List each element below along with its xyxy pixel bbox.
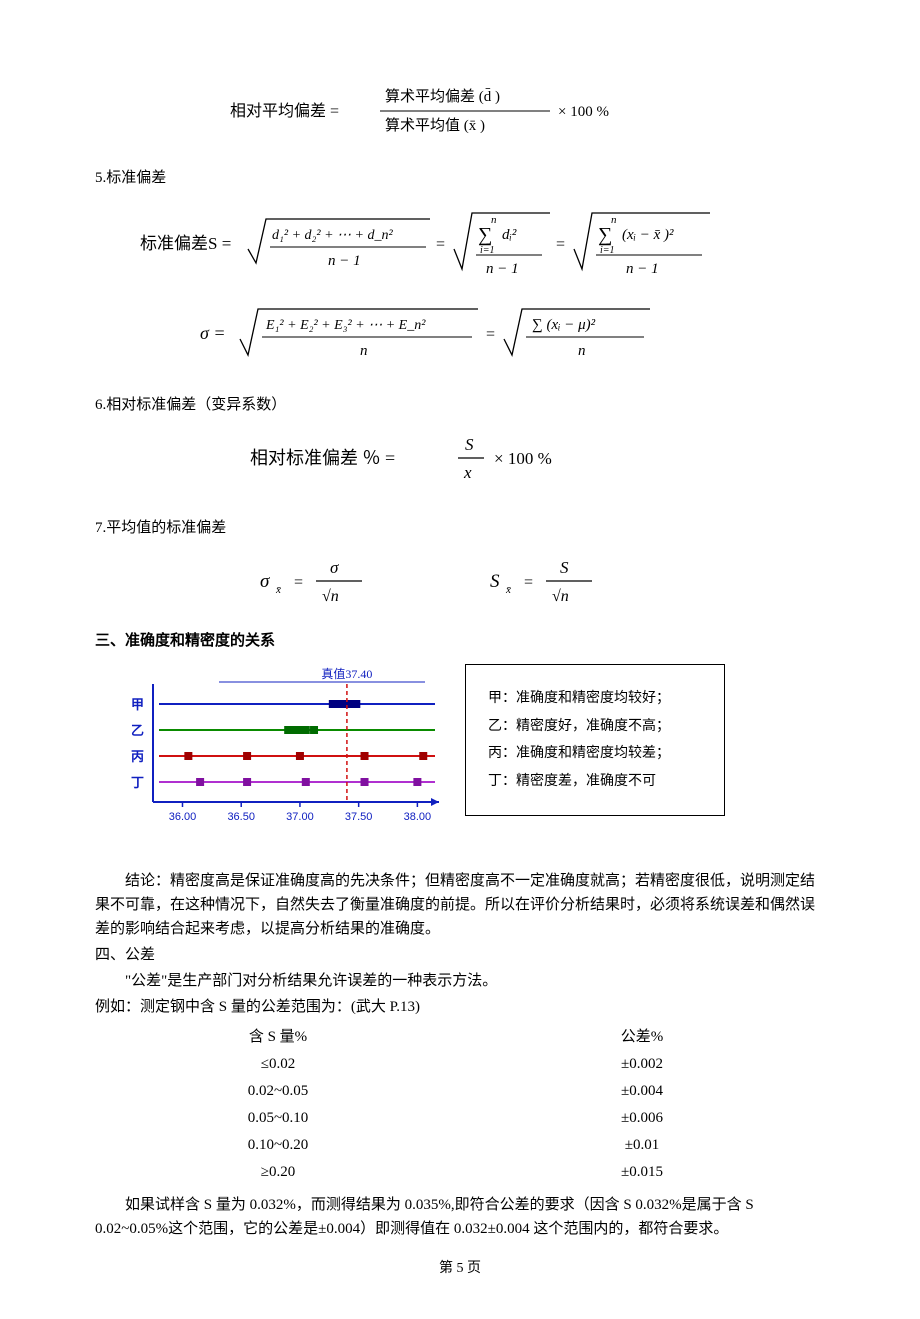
- svg-text:n − 1: n − 1: [626, 261, 659, 277]
- svg-text:=: =: [556, 236, 565, 253]
- svg-text:× 100 %: × 100 %: [494, 449, 552, 468]
- table-row: ≥0.20±0.015: [97, 1160, 823, 1185]
- table-header-c2: 公差%: [461, 1025, 823, 1050]
- svg-text:相对平均偏差 =: 相对平均偏差 =: [230, 102, 339, 120]
- tolerance-intro: "公差"是生产部门对分析结果允许误差的一种表示方法。: [95, 969, 825, 993]
- svg-text:n − 1: n − 1: [486, 261, 519, 277]
- table-cell: 0.05~0.10: [97, 1106, 459, 1131]
- svg-text:=: =: [294, 574, 303, 591]
- table-row: 0.10~0.20±0.01: [97, 1133, 823, 1158]
- table-cell: ≤0.02: [97, 1052, 459, 1077]
- table-cell: ±0.006: [461, 1106, 823, 1131]
- svg-text:标准偏差S =: 标准偏差S =: [140, 234, 231, 253]
- svg-text:甲: 甲: [131, 697, 144, 712]
- svg-text:S: S: [490, 571, 500, 592]
- svg-text:丁: 丁: [131, 775, 144, 790]
- svg-text:x̄: x̄: [505, 584, 511, 596]
- table-cell: ≥0.20: [97, 1160, 459, 1185]
- legend-b: 乙：精密度好，准确度不高；: [488, 717, 702, 737]
- svg-text:36.00: 36.00: [169, 811, 197, 823]
- accuracy-precision-figure: 真值37.40 甲乙丙丁 36.00 36.50 37.00 37.50 38.00 甲：准…: [125, 664, 825, 851]
- section-5-heading: 5.标准偏差: [95, 168, 825, 189]
- tolerance-example: 例如：测定钢中含 S 量的公差范围为：(武大 P.13): [95, 995, 825, 1019]
- table-cell: ±0.004: [461, 1079, 823, 1104]
- svg-text:√n: √n: [322, 588, 339, 605]
- legend-box: 甲：准确度和精密度均较好； 乙：精密度好，准确度不高； 丙：准确度和精密度均较差…: [465, 664, 725, 816]
- formulaMeanSD-svg: σ x̄ = σ √n S x̄ = S √n: [240, 553, 680, 611]
- svg-text:真值37.40: 真值37.40: [321, 666, 372, 681]
- svg-text:× 100 %: × 100 %: [558, 104, 609, 120]
- svg-text:dᵢ²: dᵢ²: [502, 227, 517, 243]
- legend-d: 丁：精密度差，准确度不可: [488, 772, 702, 792]
- svg-text:n: n: [360, 343, 368, 359]
- table-header-c1: 含 S 量%: [97, 1025, 459, 1050]
- svg-text:n: n: [578, 343, 586, 359]
- section-6-heading: 6.相对标准偏差（变异系数）: [95, 395, 825, 416]
- svg-text:∑: ∑: [598, 224, 612, 246]
- legend-a: 甲：准确度和精密度均较好；: [488, 689, 702, 709]
- svg-text:S: S: [560, 558, 569, 577]
- svg-text:E₁² + E₂² + E₃² + ⋯ + E_n²: E₁² + E₂² + E₃² + ⋯ + E_n²: [265, 318, 426, 333]
- svg-text:37.00: 37.00: [286, 811, 314, 823]
- svg-text:d₁² + d₂² + ⋯ + d_n²: d₁² + d₂² + ⋯ + d_n²: [272, 228, 393, 243]
- svg-text:i=1: i=1: [600, 245, 615, 256]
- svg-text:36.50: 36.50: [227, 811, 255, 823]
- table-cell: ±0.002: [461, 1052, 823, 1077]
- formula-mean-sd: σ x̄ = σ √n S x̄ = S √n: [95, 553, 825, 611]
- svg-text:x: x: [463, 463, 472, 482]
- svg-text:37.50: 37.50: [345, 811, 373, 823]
- svg-text:σ =: σ =: [200, 323, 226, 343]
- svg-text:S: S: [465, 435, 474, 454]
- svg-text:38.00: 38.00: [404, 811, 432, 823]
- table-row: ≤0.02±0.002: [97, 1052, 823, 1077]
- formulaS-svg: 标准偏差S = d₁² + d₂² + ⋯ + d_n² n − 1 = n ∑…: [140, 203, 780, 283]
- table-header-row: 含 S 量% 公差%: [97, 1025, 823, 1050]
- section-7-heading: 7.平均值的标准偏差: [95, 518, 825, 539]
- page-footer: 第 5 页: [95, 1259, 825, 1279]
- dot-chart-svg: 真值37.40 甲乙丙丁 36.00 36.50 37.00 37.50 38.00: [125, 664, 445, 844]
- svg-text:∑: ∑: [478, 224, 492, 246]
- svg-text:(xᵢ − x̄ )²: (xᵢ − x̄ )²: [622, 227, 674, 243]
- tolerance-table: 含 S 量% 公差% ≤0.02±0.0020.02~0.05±0.0040.0…: [95, 1023, 825, 1187]
- svg-text:算术平均值 (x̄ ): 算术平均值 (x̄ ): [385, 116, 485, 134]
- table-row: 0.02~0.05±0.004: [97, 1079, 823, 1104]
- svg-text:算术平均偏差 (d̄ ): 算术平均偏差 (d̄ ): [385, 87, 500, 105]
- svg-text:=: =: [524, 574, 533, 591]
- formula-rsd: 相对标准偏差 ％ = S x × 100 %: [95, 430, 825, 490]
- formula1-svg: 相对平均偏差 = 算术平均偏差 (d̄ ) 算术平均值 (x̄ ) × 100 …: [230, 84, 690, 140]
- formulaRSD-svg: 相对标准偏差 ％ = S x × 100 %: [250, 430, 670, 490]
- table-cell: ±0.01: [461, 1133, 823, 1158]
- closing-paragraph: 如果试样含 S 量为 0.032%，而测得结果为 0.035%,即符合公差的要求…: [95, 1193, 825, 1241]
- legend-c: 丙：准确度和精密度均较差；: [488, 744, 702, 764]
- formula-standard-deviation-s: 标准偏差S = d₁² + d₂² + ⋯ + d_n² n − 1 = n ∑…: [95, 203, 825, 283]
- svg-text:∑ (xᵢ − μ)²: ∑ (xᵢ − μ)²: [532, 317, 596, 333]
- svg-text:σ: σ: [330, 558, 339, 577]
- svg-text:σ: σ: [260, 571, 270, 592]
- svg-text:相对标准偏差 ％ =: 相对标准偏差 ％ =: [250, 448, 395, 468]
- svg-text:=: =: [436, 236, 445, 253]
- formula-sigma: σ = E₁² + E₂² + E₃² + ⋯ + E_n² n = ∑ (xᵢ…: [95, 297, 825, 367]
- formulaSigma-svg: σ = E₁² + E₂² + E₃² + ⋯ + E_n² n = ∑ (xᵢ…: [200, 297, 720, 367]
- table-cell: 0.02~0.05: [97, 1079, 459, 1104]
- svg-text:=: =: [486, 326, 495, 343]
- table-cell: ±0.015: [461, 1160, 823, 1185]
- conclusion-paragraph: 结论：精密度高是保证准确度高的先决条件；但精密度高不一定准确度就高；若精密度很低…: [95, 869, 825, 941]
- svg-text:x̄: x̄: [275, 584, 281, 596]
- formula-relative-mean-deviation: 相对平均偏差 = 算术平均偏差 (d̄ ) 算术平均值 (x̄ ) × 100 …: [95, 84, 825, 140]
- svg-text:√n: √n: [552, 588, 569, 605]
- svg-text:乙: 乙: [131, 723, 144, 738]
- dot-chart: 真值37.40 甲乙丙丁 36.00 36.50 37.00 37.50 38.00: [125, 664, 445, 851]
- svg-text:n − 1: n − 1: [328, 253, 361, 269]
- section-3-heading: 三、准确度和精密度的关系: [95, 631, 825, 652]
- svg-text:丙: 丙: [131, 749, 144, 764]
- table-cell: 0.10~0.20: [97, 1133, 459, 1158]
- table-row: 0.05~0.10±0.006: [97, 1106, 823, 1131]
- section-4-heading: 四、公差: [95, 943, 825, 967]
- svg-text:i=1: i=1: [480, 245, 495, 256]
